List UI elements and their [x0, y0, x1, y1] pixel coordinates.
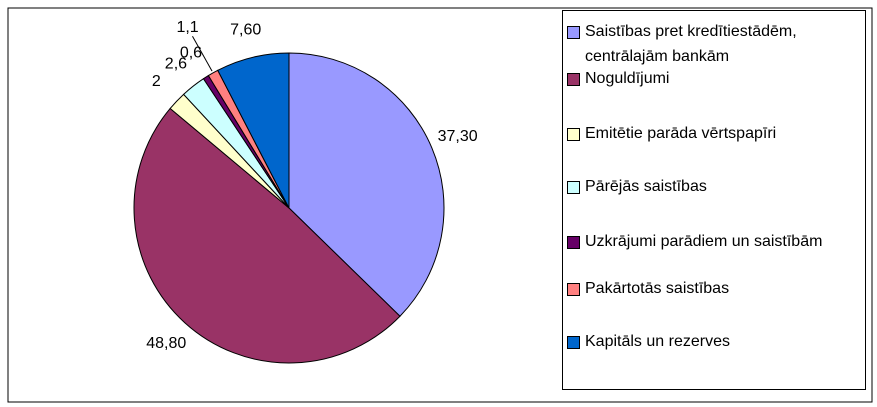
legend-swatch — [567, 181, 580, 194]
data-label: 2 — [152, 73, 161, 90]
legend-item: Saistības pret kredītiestādēm, centrālaj… — [567, 19, 863, 69]
legend-item: Uzkrājumi parādiem un saistībām — [567, 229, 863, 254]
legend-swatch — [567, 26, 580, 39]
legend-label: Noguldījumi — [585, 70, 670, 87]
pie-slice — [217, 52, 290, 209]
pie-slice — [288, 52, 445, 317]
legend-label: Emitētie parāda vērtspapīri — [585, 125, 777, 142]
legend-swatch — [567, 336, 580, 349]
legend-item: Noguldījumi — [567, 66, 863, 91]
legend-swatch — [567, 128, 580, 141]
data-label: 2,6 — [165, 55, 187, 72]
data-label: 37,30 — [438, 128, 478, 145]
legend-item: Pārējās saistības — [567, 174, 863, 199]
legend-item: Emitētie parāda vērtspapīri — [567, 121, 863, 146]
legend-label: Uzkrājumi parādiem un saistībām — [585, 233, 823, 250]
legend-swatch — [567, 73, 580, 86]
legend: Saistības pret kredītiestādēm, centrālaj… — [562, 10, 866, 390]
leader-line — [192, 36, 213, 72]
legend-item: Kapitāls un rezerves — [567, 329, 863, 354]
data-label: 48,80 — [146, 335, 186, 352]
legend-label: Kapitāls un rezerves — [585, 333, 730, 350]
legend-swatch — [567, 236, 580, 249]
frame — [7, 7, 873, 403]
legend-label: Pakārtotās saistības — [585, 280, 730, 297]
data-label: 0,6 — [180, 45, 202, 62]
pie-slice — [133, 107, 401, 364]
legend-swatch — [567, 283, 580, 296]
legend-label: Pārējās saistības — [585, 178, 707, 195]
legend-label: Saistības pret kredītiestādēm, centrālaj… — [585, 23, 797, 65]
data-label: 1,1 — [176, 19, 198, 36]
legend-item: Pakārtotās saistības — [567, 276, 863, 301]
data-label: 7,60 — [230, 21, 261, 38]
